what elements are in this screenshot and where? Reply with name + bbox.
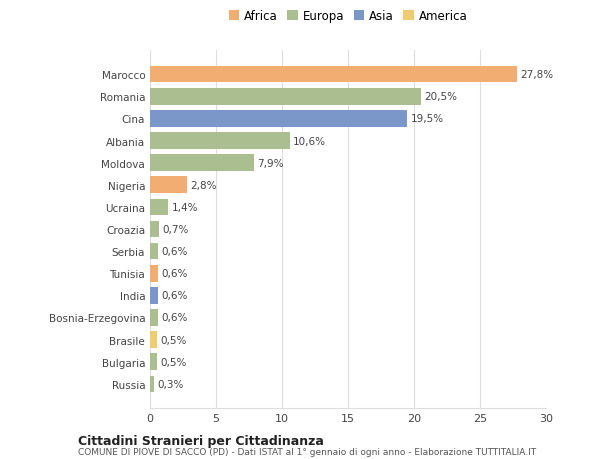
Bar	[150, 221, 159, 238]
Text: 10,6%: 10,6%	[293, 136, 326, 146]
Text: 1,4%: 1,4%	[172, 202, 198, 213]
Bar	[150, 89, 421, 106]
Text: 7,9%: 7,9%	[257, 158, 284, 168]
Bar	[150, 331, 157, 348]
Bar	[150, 111, 407, 128]
Text: 0,6%: 0,6%	[161, 246, 188, 257]
Text: 0,6%: 0,6%	[161, 291, 188, 301]
Bar	[150, 243, 158, 260]
Text: 0,7%: 0,7%	[163, 224, 189, 235]
Bar	[150, 155, 254, 172]
Bar	[150, 309, 158, 326]
Text: 0,5%: 0,5%	[160, 357, 186, 367]
Text: 20,5%: 20,5%	[424, 92, 457, 102]
Bar	[150, 199, 169, 216]
Bar	[150, 177, 187, 194]
Text: 0,3%: 0,3%	[157, 379, 184, 389]
Text: 0,6%: 0,6%	[161, 269, 188, 279]
Bar	[150, 375, 154, 392]
Text: 2,8%: 2,8%	[190, 180, 217, 190]
Bar	[150, 287, 158, 304]
Bar	[150, 265, 158, 282]
Bar	[150, 67, 517, 84]
Legend: Africa, Europa, Asia, America: Africa, Europa, Asia, America	[225, 6, 471, 26]
Text: 0,6%: 0,6%	[161, 313, 188, 323]
Text: Cittadini Stranieri per Cittadinanza: Cittadini Stranieri per Cittadinanza	[78, 434, 324, 447]
Text: 0,5%: 0,5%	[160, 335, 186, 345]
Bar	[150, 133, 290, 150]
Bar	[150, 353, 157, 370]
Text: COMUNE DI PIOVE DI SACCO (PD) - Dati ISTAT al 1° gennaio di ogni anno - Elaboraz: COMUNE DI PIOVE DI SACCO (PD) - Dati IST…	[78, 448, 536, 457]
Text: 19,5%: 19,5%	[410, 114, 444, 124]
Text: 27,8%: 27,8%	[520, 70, 553, 80]
